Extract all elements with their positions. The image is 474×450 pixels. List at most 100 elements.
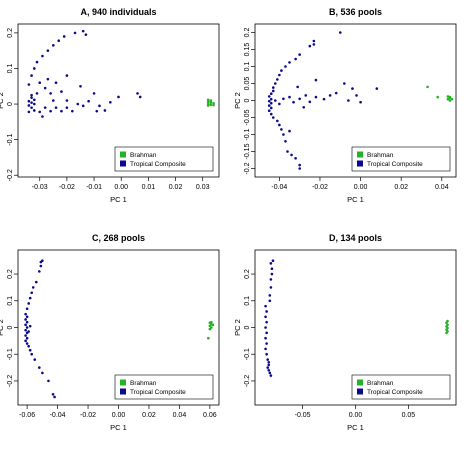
data-point [282, 97, 285, 101]
data-point [47, 379, 50, 383]
x-tick-label: -0.02 [80, 412, 96, 419]
data-point [60, 109, 63, 113]
y-tick-label: -0.1 [244, 348, 251, 360]
data-point [343, 82, 346, 85]
data-point [24, 323, 27, 327]
data-point [54, 106, 58, 109]
data-point [314, 95, 318, 99]
data-point [288, 95, 291, 99]
data-point [269, 286, 273, 289]
data-point [30, 352, 34, 356]
data-point [81, 104, 85, 108]
data-point [49, 109, 52, 113]
data-point [212, 102, 215, 105]
x-axis-label: PC 1 [110, 423, 127, 432]
x-tick-label: 0.01 [142, 184, 156, 191]
legend-swatch [120, 379, 126, 386]
x-tick-label: 0.02 [394, 184, 408, 191]
data-point [209, 100, 213, 104]
data-point [288, 61, 291, 64]
data-point [298, 97, 301, 101]
data-point [24, 312, 27, 316]
data-point [271, 116, 275, 119]
data-point [298, 163, 301, 167]
data-point [25, 342, 29, 345]
data-point [268, 299, 272, 303]
data-point [269, 97, 273, 101]
y-tick-label: -0.1 [7, 134, 14, 146]
data-point [265, 331, 268, 335]
x-axis-label: PC 1 [347, 195, 364, 204]
panel-title: A, 940 individuals [80, 7, 156, 17]
data-point [270, 267, 274, 271]
data-point [81, 29, 85, 33]
data-point [38, 366, 41, 369]
data-point [138, 95, 142, 99]
data-point [30, 93, 33, 97]
data-point [25, 336, 29, 340]
data-point [450, 97, 454, 101]
data-point [207, 336, 210, 340]
data-point [208, 327, 212, 331]
legend-swatch [357, 388, 363, 395]
plot-frame [17, 23, 220, 178]
x-tick-label: 0.00 [112, 412, 126, 419]
data-point [92, 92, 96, 95]
panel-title: D, 134 pools [329, 233, 382, 243]
data-point [211, 323, 215, 327]
data-point [271, 86, 275, 89]
legend-label: Brahman [367, 152, 394, 159]
data-point [35, 92, 39, 95]
data-point [32, 98, 36, 102]
panel-4: D, 134 pools -0.05 0.00 0.05 -0.2 -0.1 0 0.1 0.2… [233, 233, 457, 432]
panel-title: B, 536 pools [329, 7, 382, 17]
data-point [265, 352, 268, 356]
x-tick-label: -0.06 [19, 412, 35, 419]
data-point [33, 358, 37, 361]
data-point [265, 310, 268, 313]
data-point [267, 95, 271, 98]
legend-swatch [357, 379, 363, 386]
y-tick-label: -0.05 [244, 109, 251, 125]
data-point [269, 92, 273, 95]
data-point [351, 87, 354, 90]
data-point [65, 99, 69, 102]
x-axis-label: PC 1 [110, 195, 127, 204]
data-point [269, 278, 273, 281]
data-point [24, 328, 27, 332]
data-point [312, 43, 316, 46]
data-point [52, 44, 55, 47]
data-point [38, 110, 42, 114]
data-point [278, 123, 281, 127]
data-point [298, 167, 301, 170]
y-tick-label: -0.2 [244, 162, 251, 174]
data-point [39, 260, 43, 264]
data-point [375, 87, 379, 90]
data-point [264, 304, 267, 308]
data-point [448, 95, 452, 99]
data-point [30, 101, 33, 104]
data-point [269, 262, 273, 265]
x-tick-label: 0.04 [435, 184, 449, 191]
data-point [338, 31, 342, 34]
legend-box [351, 374, 451, 400]
data-point [269, 112, 273, 116]
data-point [34, 280, 38, 284]
data-point [264, 326, 267, 329]
data-point [269, 106, 273, 110]
panel-3: C, 268 pools -0.06 -0.04 -0.02 0.00 0.02 0.04 0… [0, 233, 220, 432]
data-point [39, 264, 43, 268]
y-tick-label: 0.1 [244, 296, 251, 306]
data-point [446, 97, 450, 101]
data-point [32, 67, 36, 70]
data-point [267, 109, 271, 112]
data-point [446, 95, 450, 98]
data-point [27, 104, 31, 107]
data-point [43, 106, 47, 109]
data-point [65, 74, 69, 77]
x-tick-label: 0.05 [402, 412, 416, 419]
x-tick-label: 0.00 [114, 184, 128, 191]
x-tick-label: 0.03 [196, 184, 210, 191]
data-point [28, 348, 32, 352]
